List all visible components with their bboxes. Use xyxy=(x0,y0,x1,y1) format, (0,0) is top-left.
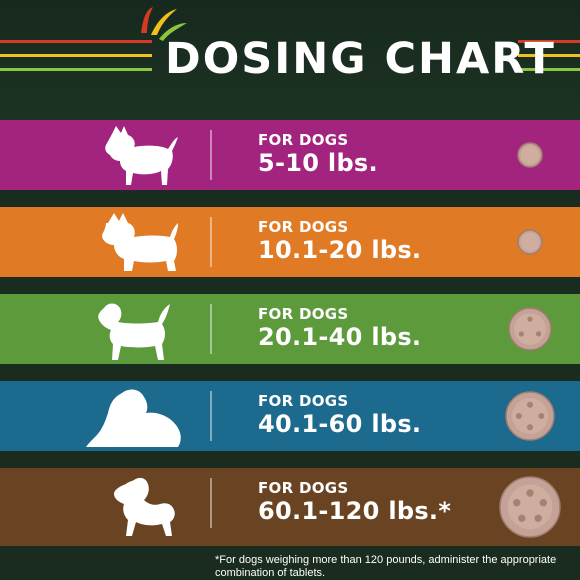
header: DOSING CHART xyxy=(0,0,580,120)
stripe-red-left xyxy=(0,40,152,43)
tablet-icon xyxy=(508,307,552,355)
dose-row-label: FOR DOGS xyxy=(258,392,349,410)
tablet-icon xyxy=(499,476,561,542)
stripe-green-left xyxy=(0,68,152,71)
tablet-icon xyxy=(505,391,555,445)
row-divider xyxy=(210,478,212,528)
dose-row-label: FOR DOGS xyxy=(258,131,349,149)
row-divider xyxy=(210,217,212,267)
dose-row: FOR DOGS 5-10 lbs. xyxy=(0,120,580,190)
sheepdog-icon xyxy=(82,385,192,447)
stripe-yellow-left xyxy=(0,54,152,57)
dose-row-weight: 20.1-40 lbs. xyxy=(258,323,422,351)
beagle-icon xyxy=(82,298,192,360)
dose-row: FOR DOGS 20.1-40 lbs. xyxy=(0,294,580,364)
tablet-icon xyxy=(517,142,543,172)
dose-row-weight: 5-10 lbs. xyxy=(258,149,378,177)
brand-swoosh-icon xyxy=(141,7,187,41)
tablet-icon xyxy=(517,229,543,259)
dose-row-label: FOR DOGS xyxy=(258,305,349,323)
row-divider xyxy=(210,391,212,441)
stripe-red-right xyxy=(518,40,580,43)
row-divider xyxy=(210,130,212,180)
dose-row-weight: 40.1-60 lbs. xyxy=(258,410,422,438)
dose-row-label: FOR DOGS xyxy=(258,218,349,236)
dose-row-label: FOR DOGS xyxy=(258,479,349,497)
large-dog-icon xyxy=(82,476,192,538)
page-title: DOSING CHART xyxy=(165,34,556,84)
footnote: *For dogs weighing more than 120 pounds,… xyxy=(215,554,557,579)
dose-row: FOR DOGS 60.1-120 lbs.* xyxy=(0,468,580,546)
stripe-green-right xyxy=(518,68,580,71)
stripe-yellow-right xyxy=(518,54,580,57)
dose-row-weight: 10.1-20 lbs. xyxy=(258,236,422,264)
dose-row: FOR DOGS 10.1-20 lbs. xyxy=(0,207,580,277)
terrier-icon xyxy=(82,211,192,273)
dose-row: FOR DOGS 40.1-60 lbs. xyxy=(0,381,580,451)
dose-row-weight: 60.1-120 lbs.* xyxy=(258,497,452,525)
row-divider xyxy=(210,304,212,354)
small-terrier-icon xyxy=(82,124,192,186)
